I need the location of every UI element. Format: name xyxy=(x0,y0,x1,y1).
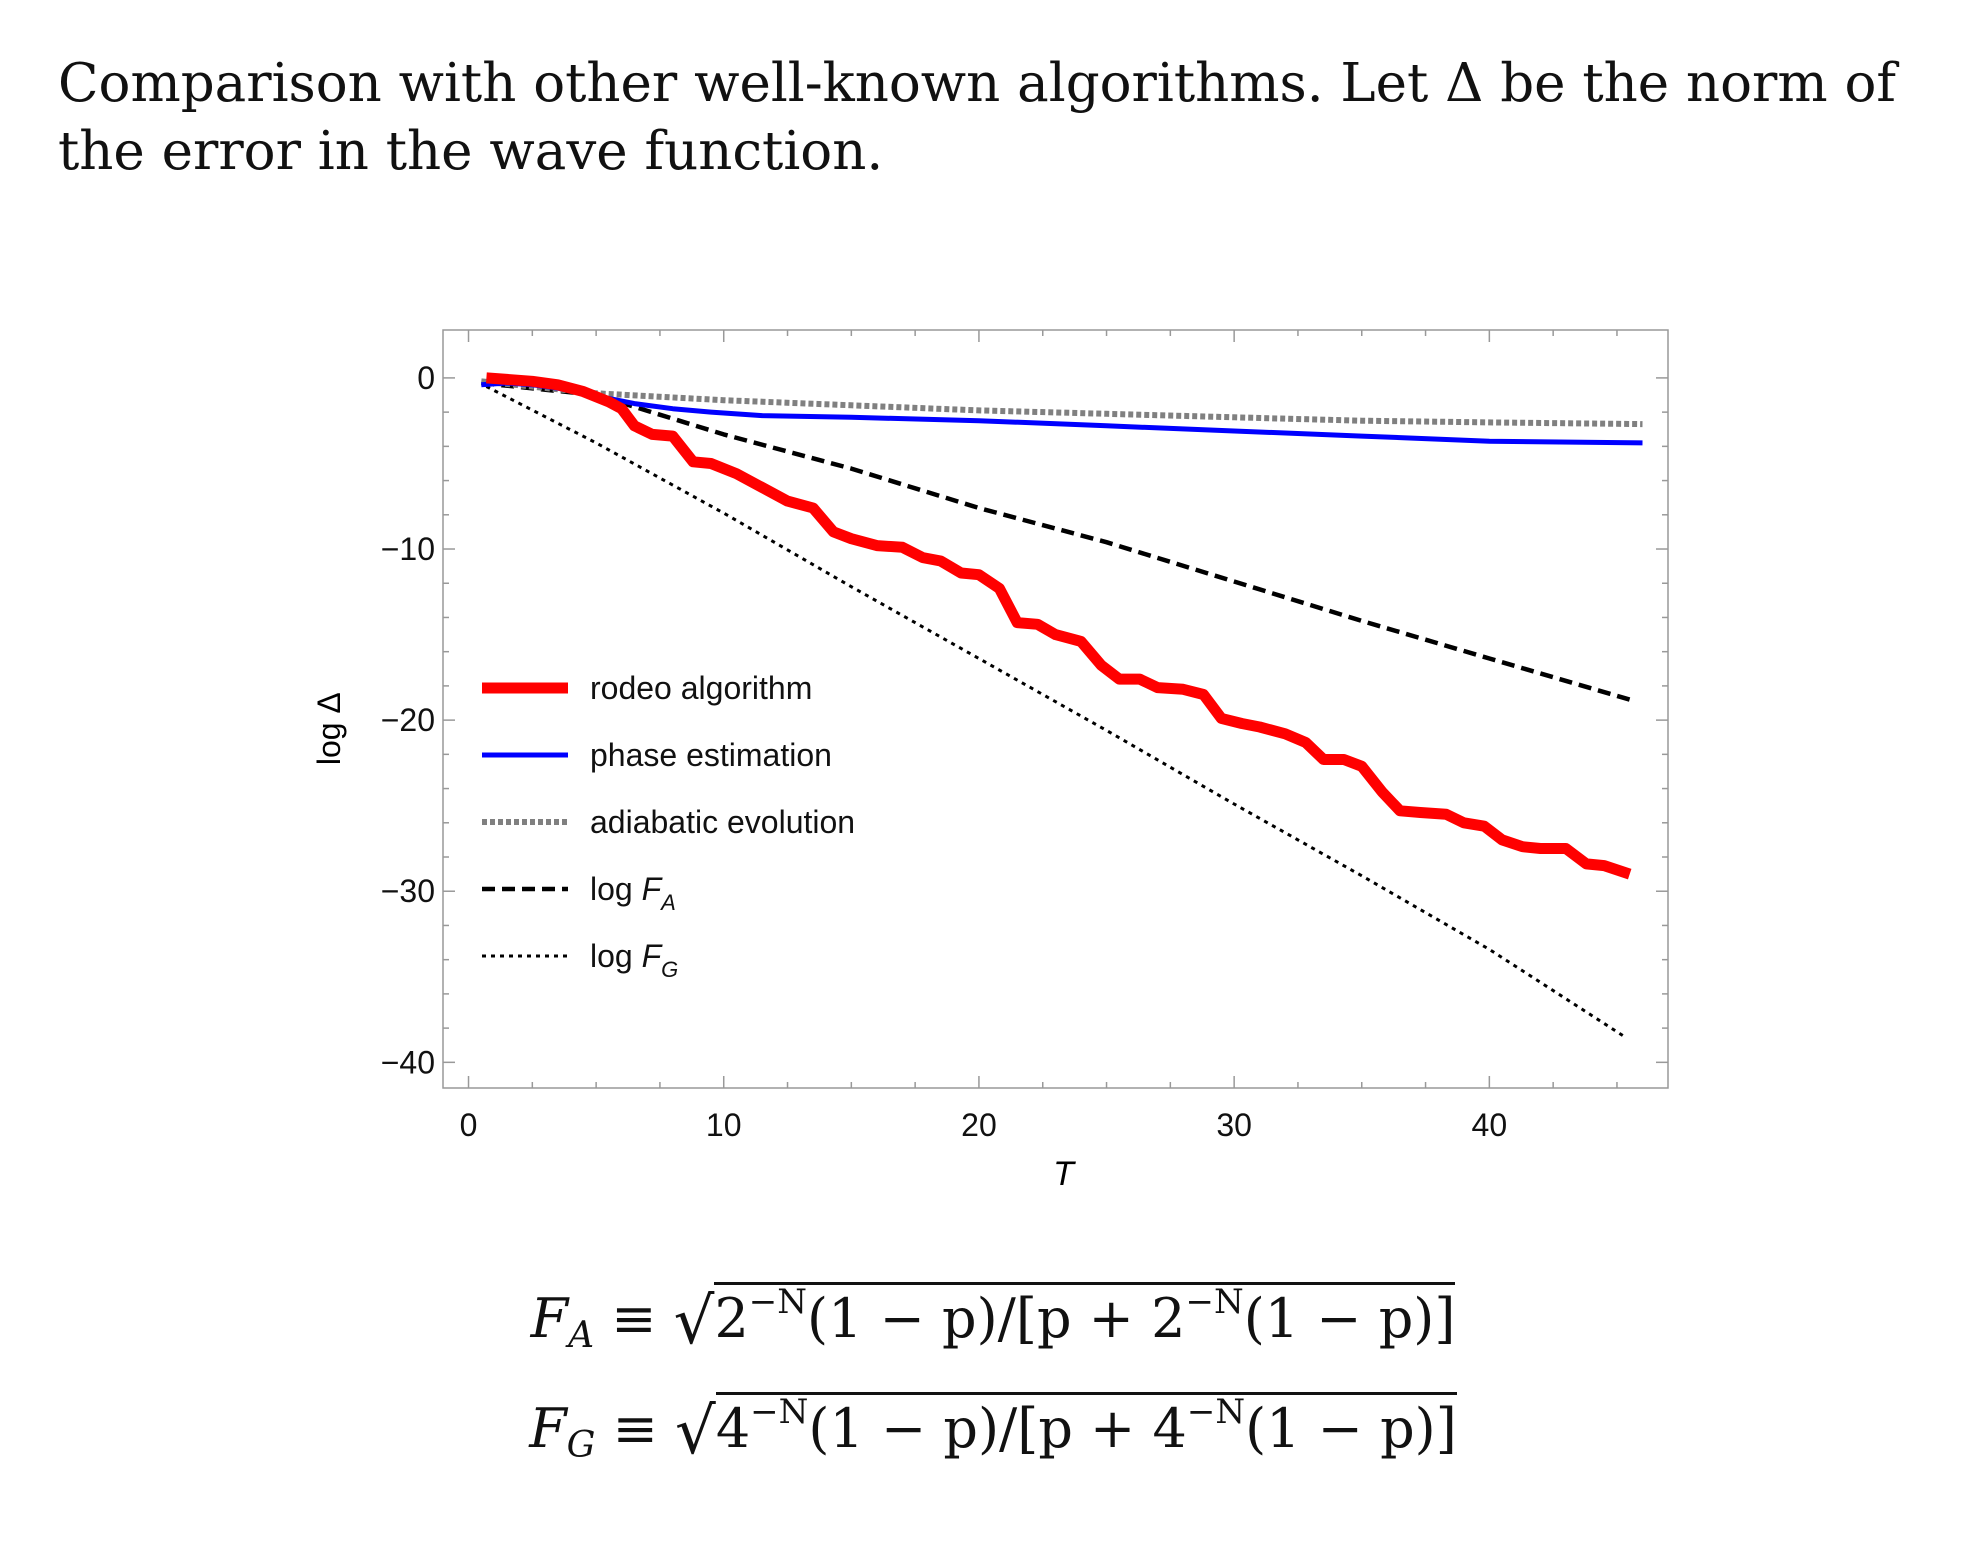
y-tick-label: −10 xyxy=(381,531,435,567)
formula-fg-subscript: G xyxy=(566,1425,596,1466)
formula-fg-mid: (1 − p)/[p + xyxy=(808,1397,1153,1460)
legend-label-0: rodeo algorithm xyxy=(590,670,812,706)
x-tick-label: 0 xyxy=(460,1107,478,1143)
formula-fa-exp1: −N xyxy=(748,1282,808,1322)
formula-fg-exp1: −N xyxy=(750,1392,809,1432)
x-tick-label: 30 xyxy=(1216,1107,1252,1143)
y-tick-label: −30 xyxy=(381,873,435,909)
formula-fg-base2: 4 xyxy=(1152,1397,1187,1460)
plot-frame xyxy=(442,329,1669,1089)
formula-fg: FG ≡ √4−N(1 − p)/[p + 4−N(1 − p)] xyxy=(0,1392,1986,1469)
formula-fa-mid: (1 − p)/[p + xyxy=(807,1287,1152,1350)
formula-fa-subscript: A xyxy=(568,1315,595,1356)
legend-label-4: log FG xyxy=(590,938,678,982)
heading-text: Comparison with other well-known algorit… xyxy=(58,53,1897,182)
legend: rodeo algorithm phase estimation adiabatic… xyxy=(482,670,855,982)
formula-fa-base2: 2 xyxy=(1151,1287,1186,1350)
y-tick-label: −40 xyxy=(381,1044,435,1080)
plot-border xyxy=(442,329,1669,1089)
x-tick-label: 20 xyxy=(961,1107,997,1143)
formula-fa-tail: (1 − p)] xyxy=(1243,1287,1456,1350)
x-axis-label: T xyxy=(1053,1155,1076,1193)
y-tick-label: 0 xyxy=(417,360,435,396)
formula-fa-lhs: F xyxy=(530,1287,569,1350)
x-tick-label: 40 xyxy=(1472,1107,1508,1143)
formula-fg-lhs: F xyxy=(529,1397,567,1460)
y-axis-label: log Δ xyxy=(311,692,347,765)
formula-fg-equiv: ≡ xyxy=(612,1397,658,1460)
formula-fa: FA ≡ √2−N(1 − p)/[p + 2−N(1 − p)] xyxy=(0,1282,1986,1359)
formula-fa-equiv: ≡ xyxy=(611,1287,657,1350)
legend-label-2: adiabatic evolution xyxy=(590,804,855,840)
formula-fg-base1: 4 xyxy=(715,1397,751,1460)
x-tick-label: 10 xyxy=(706,1107,742,1143)
legend-label-3: log FA xyxy=(590,871,676,915)
sqrt-icon: √ xyxy=(673,1285,715,1359)
formula-fg-radicand: 4−N(1 − p)/[p + 4−N(1 − p)] xyxy=(715,1392,1457,1460)
legend-label-1: phase estimation xyxy=(590,737,832,773)
formula-fg-exp2: −N xyxy=(1186,1392,1246,1432)
formula-fa-exp2: −N xyxy=(1185,1282,1244,1322)
formula-fa-base1: 2 xyxy=(714,1287,749,1350)
formula-fa-radicand: 2−N(1 − p)/[p + 2−N(1 − p)] xyxy=(714,1282,1456,1350)
series-line-3 xyxy=(481,380,1631,702)
series-line-2 xyxy=(480,378,1643,428)
formula-fg-tail: (1 − p)] xyxy=(1245,1397,1457,1460)
axis-ticks: 0 10 20 30 40 0 −10 −20 −30 −40 xyxy=(381,330,1668,1143)
series-line-0 xyxy=(485,372,1632,880)
y-tick-label: −20 xyxy=(381,702,435,738)
sqrt-icon: √ xyxy=(675,1395,716,1469)
series-lines xyxy=(480,372,1643,1038)
